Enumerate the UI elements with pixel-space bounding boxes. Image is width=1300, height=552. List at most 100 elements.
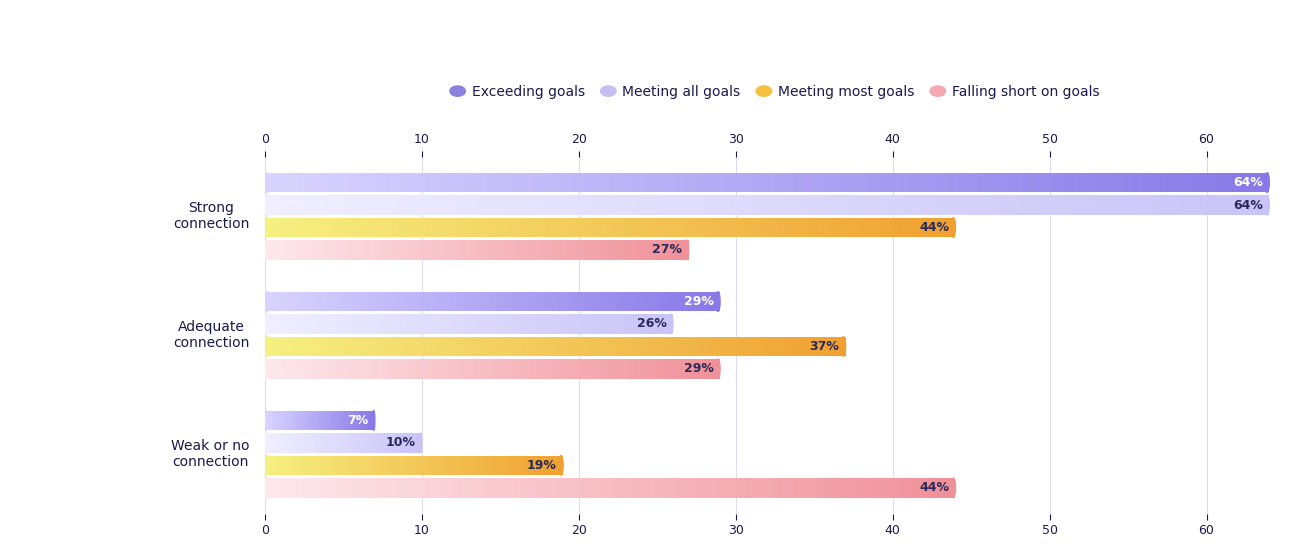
Bar <box>515 314 516 334</box>
Bar <box>633 217 636 237</box>
Bar <box>358 337 360 356</box>
Ellipse shape <box>1265 195 1269 215</box>
Bar <box>758 337 760 356</box>
Bar <box>740 217 741 237</box>
Bar <box>356 240 359 259</box>
Bar <box>529 173 533 193</box>
Bar <box>697 291 699 311</box>
Bar <box>840 337 841 356</box>
Bar <box>815 478 818 497</box>
Bar <box>650 337 653 356</box>
Bar <box>629 359 630 379</box>
Bar <box>836 478 838 497</box>
Bar <box>861 217 863 237</box>
Bar <box>474 337 476 356</box>
Bar <box>285 291 286 311</box>
Bar <box>672 217 675 237</box>
Bar <box>668 359 670 379</box>
Bar <box>374 359 376 379</box>
Bar <box>484 240 485 259</box>
Bar <box>306 173 308 193</box>
Bar <box>456 359 458 379</box>
Bar <box>318 173 322 193</box>
Bar <box>307 314 308 334</box>
Bar <box>378 314 380 334</box>
Bar <box>390 359 391 379</box>
Bar <box>601 478 603 497</box>
Bar <box>419 195 422 215</box>
Bar <box>599 195 603 215</box>
Bar <box>604 359 606 379</box>
Bar <box>1249 195 1253 215</box>
Bar <box>598 314 599 334</box>
Bar <box>731 195 733 215</box>
Bar <box>638 478 640 497</box>
Bar <box>827 173 831 193</box>
Bar <box>274 359 276 379</box>
Bar <box>827 217 829 237</box>
Bar <box>324 291 326 311</box>
Bar <box>595 240 597 259</box>
Bar <box>552 173 556 193</box>
Bar <box>361 240 363 259</box>
Bar <box>322 217 325 237</box>
Bar <box>682 240 685 259</box>
Bar <box>550 337 551 356</box>
Bar <box>627 173 630 193</box>
Bar <box>1143 173 1145 193</box>
Bar <box>658 291 659 311</box>
Bar <box>841 337 844 356</box>
Bar <box>714 217 716 237</box>
Bar <box>677 291 679 311</box>
Bar <box>512 173 516 193</box>
Bar <box>693 195 697 215</box>
Bar <box>820 217 822 237</box>
Bar <box>816 337 819 356</box>
Bar <box>555 240 556 259</box>
Bar <box>954 173 958 193</box>
Bar <box>767 478 770 497</box>
Bar <box>510 240 511 259</box>
Bar <box>656 359 658 379</box>
Bar <box>863 217 866 237</box>
Bar <box>306 359 308 379</box>
Bar <box>321 291 322 311</box>
Bar <box>325 314 326 334</box>
Bar <box>800 337 801 356</box>
Bar <box>523 291 524 311</box>
Bar <box>395 359 396 379</box>
Bar <box>277 478 278 497</box>
Bar <box>476 240 477 259</box>
Bar <box>337 217 338 237</box>
Bar <box>290 291 291 311</box>
Bar <box>541 291 542 311</box>
Bar <box>443 337 445 356</box>
Bar <box>543 240 545 259</box>
Bar <box>880 217 881 237</box>
Bar <box>788 195 790 215</box>
Bar <box>410 314 411 334</box>
Bar <box>391 240 393 259</box>
Bar <box>403 314 404 334</box>
Bar <box>1086 195 1088 215</box>
Bar <box>534 314 536 334</box>
Bar <box>719 359 720 379</box>
Bar <box>291 314 292 334</box>
Bar <box>750 478 753 497</box>
Bar <box>296 359 299 379</box>
Bar <box>412 291 413 311</box>
Bar <box>481 217 484 237</box>
Bar <box>935 478 937 497</box>
Bar <box>1128 173 1132 193</box>
Bar <box>422 195 425 215</box>
Bar <box>550 195 552 215</box>
Bar <box>658 337 660 356</box>
Bar <box>376 478 378 497</box>
Bar <box>493 314 494 334</box>
Bar <box>318 359 320 379</box>
Bar <box>529 291 530 311</box>
Bar <box>900 217 902 237</box>
Bar <box>1035 195 1039 215</box>
Bar <box>495 314 497 334</box>
Bar <box>343 240 344 259</box>
